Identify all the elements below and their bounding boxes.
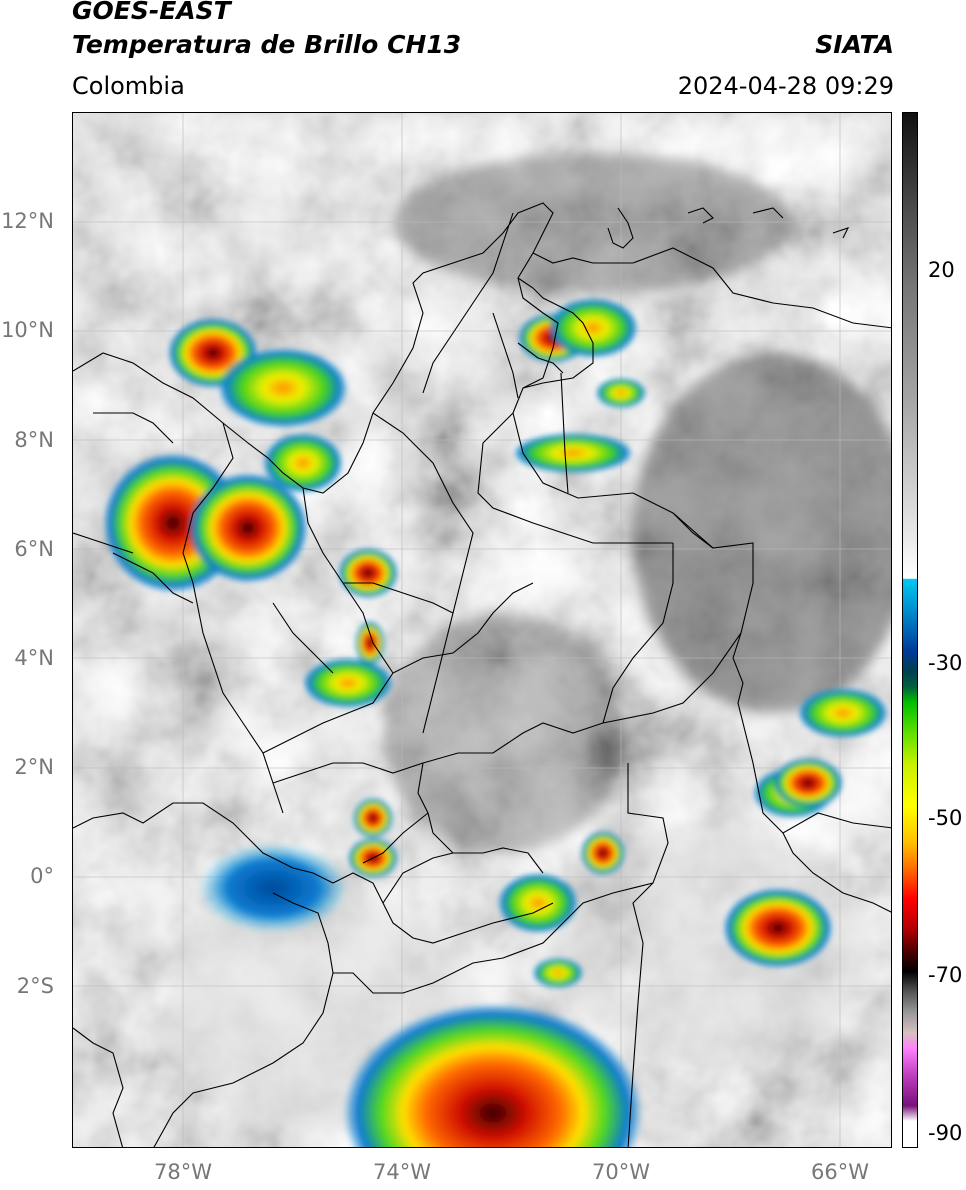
colorbar-tick-minus-90: -90 [928, 1121, 963, 1145]
borders [73, 202, 891, 1147]
datetime-label: 2024-04-28 09:29 [677, 72, 894, 100]
lat-label-10n: 10°N [1, 318, 54, 342]
lon-label-66w: 66°W [811, 1160, 869, 1184]
lat-label-2n: 2°N [14, 755, 54, 779]
satellite-map [72, 112, 892, 1148]
lat-label-12n: 12°N [1, 209, 54, 233]
bright-cloud-se [553, 823, 873, 1063]
lon-label-70w: 70°W [592, 1160, 650, 1184]
colorbar-tick-minus-70: -70 [928, 963, 963, 987]
colorbar-tick-20: 20 [928, 258, 955, 282]
region-label: Colombia [72, 72, 185, 100]
lon-label-78w: 78°W [154, 1160, 212, 1184]
title-line-2: Temperatura de Brillo CH13 [72, 30, 462, 59]
lat-label-8n: 8°N [14, 428, 54, 452]
lon-label-74w: 74°W [373, 1160, 431, 1184]
colorbar-tick-minus-30: -30 [928, 651, 963, 675]
clear-sky-north [393, 153, 793, 293]
lat-label-4n: 4°N [14, 646, 54, 670]
clear-sky-center [383, 613, 623, 853]
clear-sky-east [633, 353, 891, 713]
temperature-colorbar [902, 112, 918, 1148]
organization-label: SIATA [815, 30, 894, 59]
title-line-1: GOES-EAST [72, 0, 231, 25]
lat-label-2s: 2°S [16, 974, 54, 998]
lat-label-0: 0° [30, 864, 54, 888]
colorbar-tick-minus-50: -50 [928, 806, 963, 830]
lat-label-6n: 6°N [14, 537, 54, 561]
